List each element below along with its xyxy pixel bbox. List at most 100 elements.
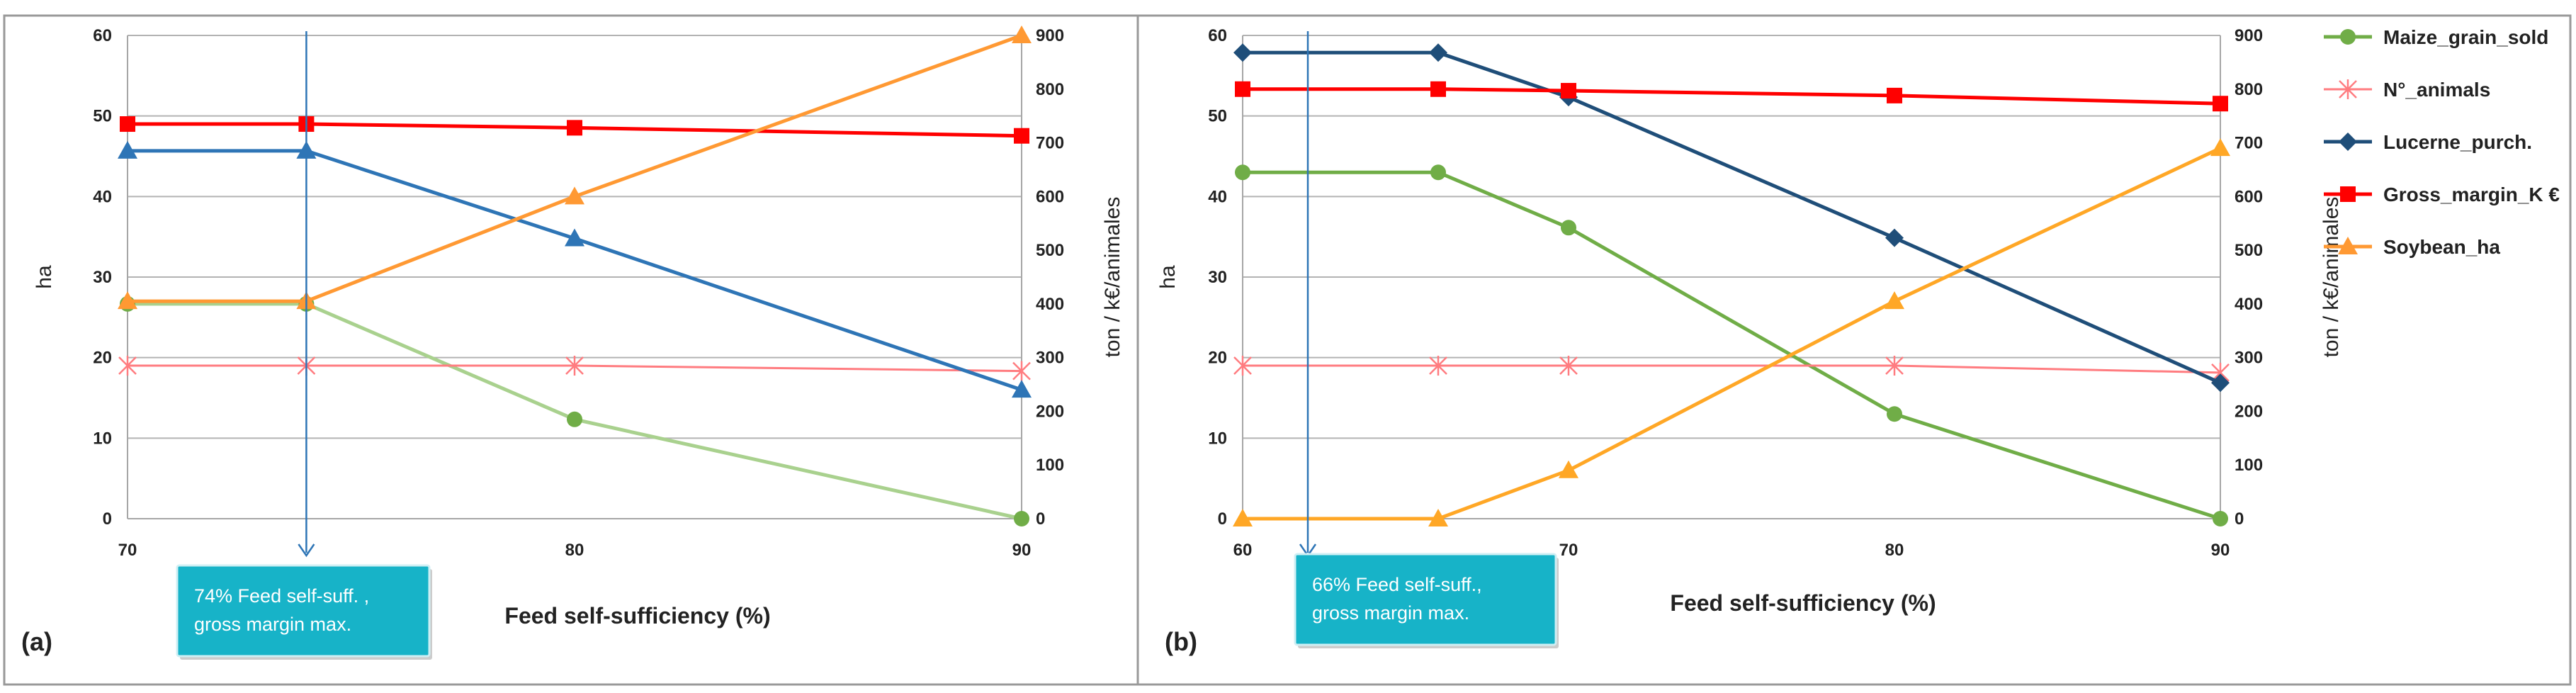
data-point [1561, 83, 1576, 99]
data-point [1014, 511, 1029, 526]
data-point [118, 291, 137, 310]
data-point [120, 116, 135, 133]
y-tick-label: 60 [93, 26, 112, 45]
legend-label: Maize_grain_sold [2383, 26, 2548, 48]
figure-border [3, 14, 2572, 686]
callout-text: gross margin max. [194, 614, 351, 635]
data-point [1885, 228, 1904, 247]
data-point [1012, 26, 1032, 43]
chart-legend: Maize_grain_sold N°_animals Lucerne_purch.… [2324, 26, 2560, 258]
panel-label: (a) [21, 627, 52, 656]
y2-tick-label: 100 [1036, 456, 1064, 475]
x-tick-label: 60 [1233, 541, 1253, 560]
callout-box [176, 564, 431, 658]
y2-tick-label: 500 [2235, 241, 2263, 260]
y2-tick-label: 700 [1036, 134, 1064, 153]
legend-label: Soybean_ha [2383, 236, 2500, 258]
data-point [118, 356, 137, 376]
series-line [128, 122, 1022, 138]
y2-tick-label: 400 [1036, 295, 1064, 314]
y-tick-label: 40 [93, 187, 112, 206]
y-axis-title: ha [1156, 265, 1180, 289]
y2-tick-label: 900 [2235, 26, 2263, 45]
legend-marker [2339, 133, 2357, 151]
data-point [567, 120, 582, 136]
y2-tick-label: 600 [1036, 187, 1064, 206]
data-point [1885, 291, 1904, 310]
chart-panel-a: 0102030405060010020030040050060070080090… [21, 26, 1124, 660]
data-point [2210, 138, 2230, 157]
data-point [565, 228, 584, 247]
y2-tick-label: 200 [2235, 402, 2263, 421]
x-tick-label: 90 [2211, 541, 2230, 560]
series-line [128, 302, 1022, 521]
data-point [1429, 43, 1447, 62]
y-tick-label: 0 [1218, 509, 1227, 529]
series-line [1243, 364, 2221, 374]
chart-panel-b: 0102030405060010020030040050060070080090… [1156, 26, 2343, 656]
y-tick-label: 50 [1208, 107, 1227, 126]
callout-box [1294, 553, 1557, 646]
y-tick-label: 40 [1208, 187, 1227, 206]
y2-tick-label: 800 [2235, 80, 2263, 99]
y2-tick-label: 0 [1036, 509, 1045, 529]
y-tick-label: 20 [93, 349, 112, 368]
callout-text: gross margin max. [1312, 602, 1469, 624]
x-tick-label: 90 [1012, 541, 1032, 560]
data-point [1233, 509, 1253, 526]
callout-text: 74% Feed self-suff. , [194, 585, 369, 607]
optimum-arrowhead [298, 543, 315, 558]
legend-marker [2338, 237, 2358, 254]
y2-tick-label: 0 [2235, 509, 2244, 529]
x-tick-label: 80 [1885, 541, 1904, 560]
data-point [1014, 128, 1029, 144]
x-tick-label: 70 [118, 541, 137, 560]
panel-label: (b) [1165, 627, 1197, 656]
y2-tick-label: 500 [1036, 241, 1064, 260]
legend-marker [2340, 186, 2356, 202]
data-point [1012, 361, 1031, 381]
legend-label: Lucerne_purch. [2383, 131, 2532, 153]
y2-tick-label: 100 [2235, 456, 2263, 475]
data-point [1561, 220, 1576, 236]
y2-tick-label: 700 [2235, 134, 2263, 153]
x-tick-label: 80 [565, 541, 584, 560]
legend-marker [2340, 29, 2356, 45]
data-point [1559, 460, 1578, 478]
data-point [118, 140, 137, 159]
legend-label: Gross_margin_K € [2383, 184, 2560, 205]
data-point [1429, 356, 1447, 376]
x-axis-title: Feed self-sufficiency (%) [504, 603, 770, 629]
series-line [128, 149, 1022, 392]
x-tick-label: 70 [1559, 541, 1578, 560]
data-point [1428, 509, 1448, 526]
data-point [2213, 96, 2228, 112]
legend-marker [2339, 79, 2357, 99]
y-tick-label: 0 [103, 509, 112, 529]
x-axis-title: Feed self-sufficiency (%) [1670, 590, 1936, 616]
y-tick-label: 10 [93, 429, 112, 448]
series-line [1243, 170, 2221, 521]
series-line [128, 364, 1022, 373]
series-line [128, 33, 1022, 303]
data-point [565, 356, 584, 376]
data-point [1235, 164, 1250, 181]
series-line [1243, 87, 2221, 106]
data-point [567, 411, 582, 427]
y2-tick-label: 200 [1036, 402, 1064, 421]
data-point [2213, 511, 2228, 526]
data-point [1885, 356, 1904, 376]
y-tick-label: 10 [1208, 429, 1227, 448]
data-point [1012, 380, 1032, 398]
data-point [1887, 87, 1902, 103]
y-tick-label: 30 [93, 268, 112, 287]
y-axis-title: ha [33, 265, 56, 289]
y2-axis-title: ton / k€/animales [1101, 197, 1124, 358]
data-point [1430, 164, 1446, 181]
data-point [1233, 356, 1252, 376]
legend-label: N°_animals [2383, 79, 2490, 101]
data-point [1233, 43, 1252, 62]
y-tick-label: 30 [1208, 268, 1227, 287]
data-point [2211, 373, 2230, 393]
y2-tick-label: 400 [2235, 295, 2263, 314]
